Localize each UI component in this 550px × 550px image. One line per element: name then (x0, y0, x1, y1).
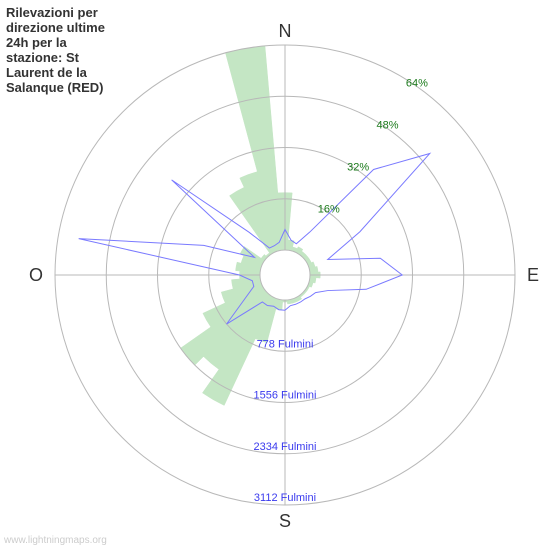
strokes-ring-label: 2334 Fulmini (254, 441, 317, 453)
cardinal-e: E (527, 265, 539, 285)
center-hub (260, 250, 310, 300)
strokes-ring-label: 1556 Fulmini (254, 390, 317, 402)
pct-ring-label: 64% (406, 78, 428, 90)
strokes-ring-label: 778 Fulmini (257, 338, 314, 350)
pct-ring-label: 48% (377, 120, 399, 132)
strokes-ring-label: 3112 Fulmini (254, 492, 316, 504)
pct-ring-label: 32% (347, 162, 369, 174)
chart-title: Rilevazioni per direzione ultime 24h per… (6, 6, 116, 96)
cardinal-s: S (279, 511, 291, 531)
footer-credit: www.lightningmaps.org (4, 535, 107, 546)
cardinal-n: N (279, 21, 292, 41)
pct-ring-label: 16% (318, 204, 340, 216)
cardinal-w: O (29, 265, 43, 285)
